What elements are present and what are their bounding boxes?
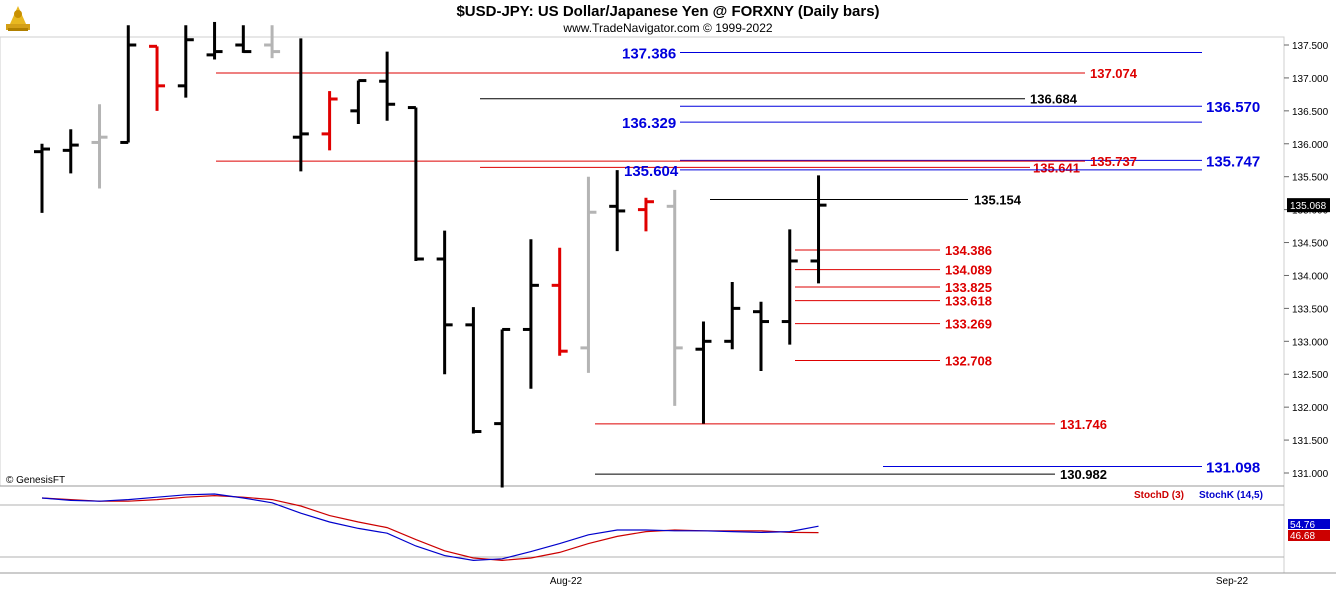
ohlc-bar [609,170,626,252]
ohlc-bar [321,91,338,151]
level-label: 136.570 [1206,99,1260,116]
ohlc-bar [292,38,309,172]
ohlc-bar [235,25,252,54]
y-tick-label: 137.500 [1292,41,1329,52]
level-label: 133.618 [945,294,992,309]
y-tick-label: 134.500 [1292,239,1329,250]
ohlc-bar [34,143,50,213]
ohlc-bar [580,176,597,373]
ohlc-bar [753,301,769,371]
level-label: 134.386 [945,243,992,258]
level-label: 133.825 [945,280,992,295]
chart-header: $USD-JPY: US Dollar/Japanese Yen @ FORXN… [0,0,1336,37]
ohlc-bar [637,197,654,232]
level-label: 136.329 [622,115,676,132]
stochd-value-box [1288,530,1330,541]
y-tick-label: 136.000 [1292,140,1329,151]
level-label: 133.269 [945,317,992,332]
trading-logo-icon [4,2,32,37]
ohlc-bars [34,21,827,488]
level-label: 132.708 [945,354,992,369]
chart-subtitle: www.TradeNavigator.com © 1999-2022 [563,21,773,35]
y-tick-label: 136.500 [1292,107,1329,118]
y-tick-label: 131.000 [1292,469,1329,480]
ohlc-bar [91,104,108,189]
ohlc-bar [522,239,539,389]
y-tick-label: 131.500 [1292,436,1329,447]
x-label-aug: Aug-22 [550,576,583,587]
y-tick-label: 133.000 [1292,337,1329,348]
stochk-value: 54.76 [1290,520,1315,531]
last-price-box [1287,198,1330,213]
stochk-line [41,493,819,562]
ohlc-bar [666,189,683,406]
y-tick-label: 137.000 [1292,74,1329,85]
level-label: 135.154 [974,192,1022,207]
price-axis: 137.500 137.000 136.500 136.000 135.500 135.0… [1284,41,1330,480]
ohlc-bar [264,25,281,59]
level-label: 135.641 [1033,160,1080,175]
ohlc-bar [206,21,223,60]
last-price-label: 135.068 [1290,201,1327,212]
level-label: 137.386 [622,46,676,63]
y-tick-label: 135.500 [1292,173,1329,184]
ohlc-bar [379,51,396,121]
level-label: 131.746 [1060,417,1107,432]
stochk-legend: StochK (14,5) [1199,490,1263,501]
ohlc-bar [149,44,166,111]
ohlc-bar [781,229,798,345]
ohlc-bar [551,247,568,356]
ohlc-bar [120,25,137,144]
chart-title: $USD-JPY: US Dollar/Japanese Yen @ FORXN… [456,3,880,20]
level-label: 137.074 [1090,66,1138,81]
ohlc-bar [350,79,367,125]
ohlc-bar [695,321,712,424]
ohlc-bar [724,282,741,350]
ohlc-bar [810,175,827,284]
ohlc-bar [62,129,79,174]
level-label: 136.684 [1030,92,1078,107]
stochd-value: 46.68 [1290,531,1315,542]
level-label: 135.737 [1090,154,1137,169]
ohlc-bar [407,106,424,261]
ohlc-bar [436,230,453,375]
level-label: 135.747 [1206,153,1260,170]
stochk-value-box [1288,519,1330,529]
y-tick-label: 133.500 [1292,304,1329,315]
ohlc-bar [177,25,194,98]
x-label-sep: Sep-22 [1216,576,1249,587]
level-label: 134.089 [945,263,992,278]
level-label: 135.604 [624,163,679,180]
stochd-legend: StochD (3) [1134,490,1184,501]
y-tick-label: 134.000 [1292,271,1329,282]
level-label: 131.098 [1206,460,1260,477]
price-levels: 137.386 137.074 136.684 136.570 136.329 135.7… [216,46,1260,482]
level-label: 130.982 [1060,467,1107,482]
y-tick-label: 132.000 [1292,403,1329,414]
y-tick-label: 132.500 [1292,370,1329,381]
watermark: © GenesisFT [6,475,65,486]
ohlc-bar [494,327,511,488]
ohlc-bar [465,307,482,434]
